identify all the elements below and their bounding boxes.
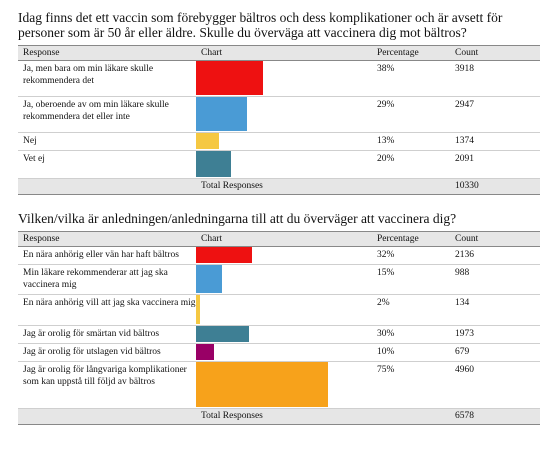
percentage-label: 75% bbox=[372, 361, 450, 409]
question-2-title: Vilken/vilka är anledningen/anledningarn… bbox=[18, 211, 457, 226]
bar bbox=[196, 97, 247, 131]
total-spacer bbox=[372, 408, 450, 425]
bar bbox=[196, 344, 214, 360]
percentage-label: 32% bbox=[372, 246, 450, 265]
percentage-label: 13% bbox=[372, 132, 450, 151]
header-row: Response Chart Percentage Count bbox=[18, 231, 540, 247]
question-1-title: Idag finns det ett vaccin som förebygger… bbox=[18, 10, 503, 40]
bar-cell bbox=[196, 294, 372, 326]
bar-cell bbox=[196, 150, 372, 179]
bar-cell bbox=[196, 361, 372, 409]
response-label: Jag är orolig för långvariga komplikatio… bbox=[18, 361, 196, 409]
total-spacer bbox=[372, 178, 450, 195]
total-count: 10330 bbox=[450, 178, 540, 195]
total-label: Total Responses bbox=[196, 178, 372, 195]
response-label: Ja, men bara om min läkare skulle rekomm… bbox=[18, 60, 196, 97]
bar bbox=[196, 295, 200, 324]
header-response: Response bbox=[18, 45, 196, 61]
count-label: 4960 bbox=[450, 361, 540, 409]
total-row: Total Responses 10330 bbox=[18, 178, 540, 195]
table-row: En nära anhörig eller vän har haft bältr… bbox=[18, 246, 540, 265]
bar-cell bbox=[196, 343, 372, 362]
header-count: Count bbox=[450, 231, 540, 247]
header-count: Count bbox=[450, 45, 540, 61]
response-label: Min läkare rekommenderar att jag ska vac… bbox=[18, 264, 196, 295]
count-label: 3918 bbox=[450, 60, 540, 97]
total-row: Total Responses 6578 bbox=[18, 408, 540, 425]
bar bbox=[196, 362, 328, 407]
header-chart: Chart bbox=[196, 45, 372, 61]
bar bbox=[196, 326, 249, 342]
percentage-label: 30% bbox=[372, 325, 450, 344]
table-row: Vet ej 20% 2091 bbox=[18, 150, 540, 179]
total-label: Total Responses bbox=[196, 408, 372, 425]
total-count: 6578 bbox=[450, 408, 540, 425]
bar-cell bbox=[196, 264, 372, 295]
response-label: Vet ej bbox=[18, 150, 196, 179]
table-row: Jag är orolig för utslagen vid bältros 10… bbox=[18, 343, 540, 362]
count-label: 1973 bbox=[450, 325, 540, 344]
header-percentage: Percentage bbox=[372, 45, 450, 61]
percentage-label: 38% bbox=[372, 60, 450, 97]
percentage-label: 10% bbox=[372, 343, 450, 362]
table-row: En nära anhörig vill att jag ska vaccine… bbox=[18, 294, 540, 326]
header-percentage: Percentage bbox=[372, 231, 450, 247]
table-row: Jag är orolig för långvariga komplikatio… bbox=[18, 361, 540, 409]
table-row: Jag är orolig för smärtan vid bältros 30%… bbox=[18, 325, 540, 344]
count-label: 2091 bbox=[450, 150, 540, 179]
response-label: Ja, oberoende av om min läkare skulle re… bbox=[18, 96, 196, 133]
header-row: Response Chart Percentage Count bbox=[18, 45, 540, 61]
header-response: Response bbox=[18, 231, 196, 247]
response-label: Jag är orolig för smärtan vid bältros bbox=[18, 325, 196, 344]
table-row: Min läkare rekommenderar att jag ska vac… bbox=[18, 264, 540, 295]
bar-cell bbox=[196, 96, 372, 133]
results-table-2: Response Chart Percentage Count En nära … bbox=[18, 231, 540, 425]
response-label: Jag är orolig för utslagen vid bältros bbox=[18, 343, 196, 362]
count-label: 2947 bbox=[450, 96, 540, 133]
count-label: 2136 bbox=[450, 246, 540, 265]
bar-cell bbox=[196, 60, 372, 97]
bar-cell bbox=[196, 325, 372, 344]
header-chart: Chart bbox=[196, 231, 372, 247]
bar bbox=[196, 133, 219, 149]
count-label: 679 bbox=[450, 343, 540, 362]
results-table-1: Response Chart Percentage Count Ja, men … bbox=[18, 45, 540, 195]
table-row: Ja, men bara om min läkare skulle rekomm… bbox=[18, 60, 540, 97]
response-label: En nära anhörig eller vän har haft bältr… bbox=[18, 246, 196, 265]
bar bbox=[196, 151, 232, 177]
response-label: Nej bbox=[18, 132, 196, 151]
percentage-label: 29% bbox=[372, 96, 450, 133]
count-label: 1374 bbox=[450, 132, 540, 151]
bar bbox=[196, 247, 253, 263]
response-label: En nära anhörig vill att jag ska vaccine… bbox=[18, 294, 196, 326]
bar-cell bbox=[196, 132, 372, 151]
count-label: 988 bbox=[450, 264, 540, 295]
percentage-label: 20% bbox=[372, 150, 450, 179]
total-spacer bbox=[18, 178, 196, 195]
count-label: 134 bbox=[450, 294, 540, 326]
bar bbox=[196, 265, 223, 293]
table-row: Nej 13% 1374 bbox=[18, 132, 540, 151]
percentage-label: 2% bbox=[372, 294, 450, 326]
percentage-label: 15% bbox=[372, 264, 450, 295]
bar-cell bbox=[196, 246, 372, 265]
bar bbox=[196, 61, 263, 95]
table-row: Ja, oberoende av om min läkare skulle re… bbox=[18, 96, 540, 133]
total-spacer bbox=[18, 408, 196, 425]
